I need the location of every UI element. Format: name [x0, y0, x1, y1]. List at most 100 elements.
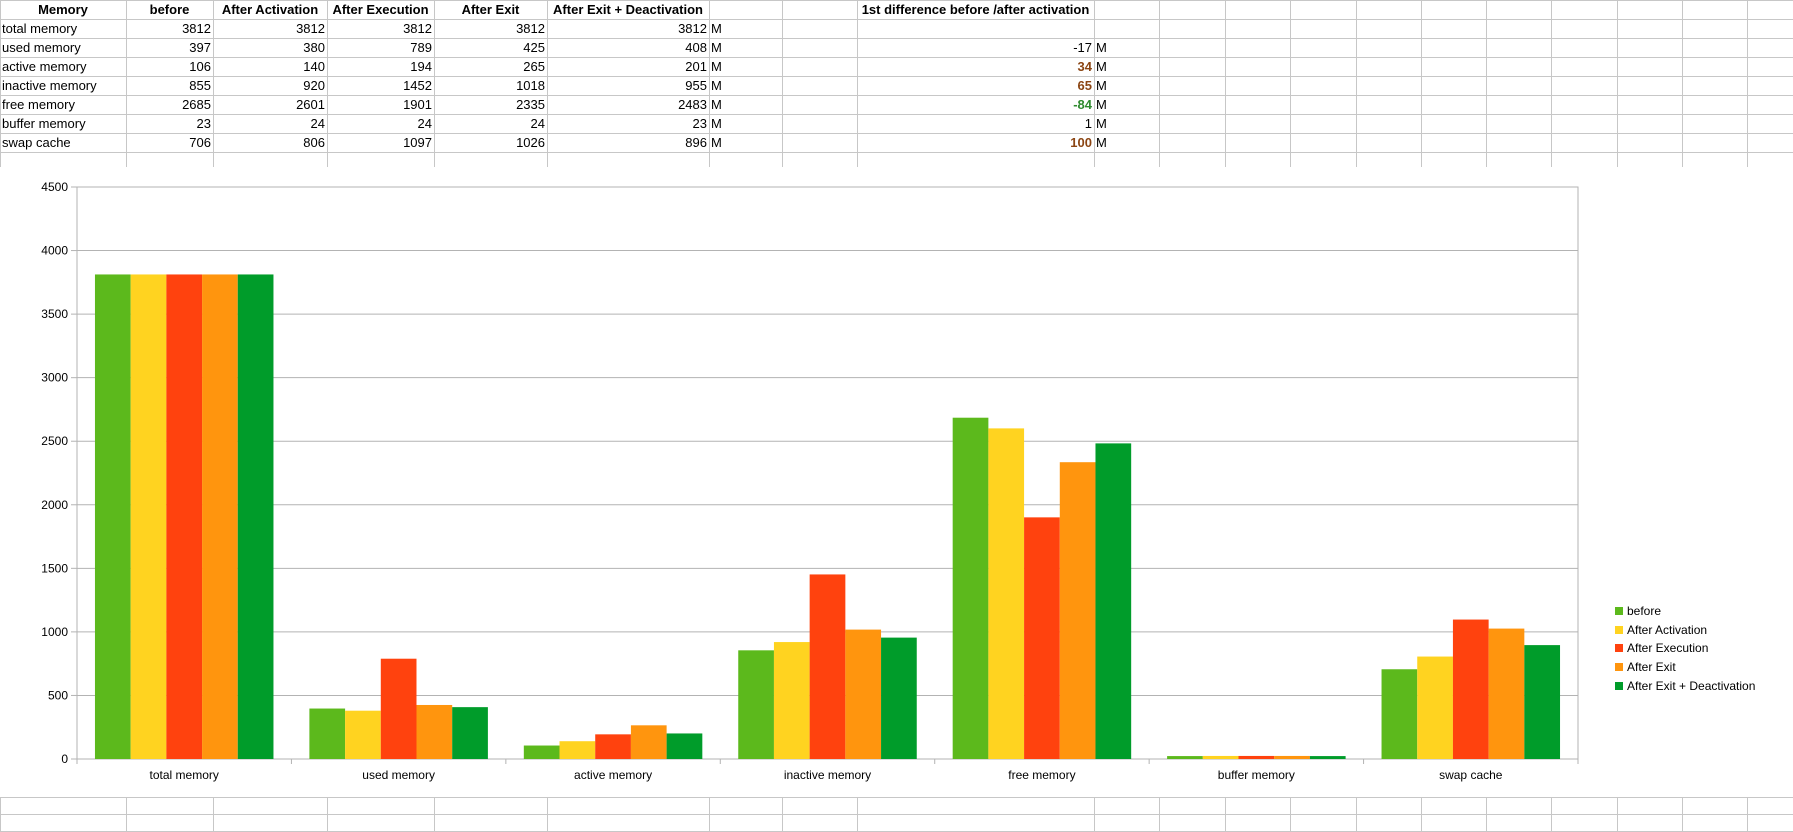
value-cell[interactable]: 3812 — [403, 21, 432, 36]
difference-cell[interactable]: -17 — [1073, 40, 1092, 55]
value-cell[interactable]: 3812 — [516, 21, 545, 36]
value-cell[interactable]: 3812 — [182, 21, 211, 36]
bar-6-3 — [1488, 628, 1525, 759]
difference-cell[interactable]: -84 — [1073, 97, 1092, 112]
y-tick-label: 4500 — [41, 180, 68, 194]
row-label-cell[interactable]: free memory — [2, 97, 75, 112]
row-label-cell[interactable]: swap cache — [2, 135, 71, 150]
value-cell[interactable]: 789 — [410, 40, 432, 55]
bar-0-1 — [130, 274, 167, 759]
header-cell[interactable]: before — [149, 2, 190, 17]
row-label-cell[interactable]: active memory — [2, 59, 87, 74]
row-label-cell[interactable]: total memory — [2, 21, 78, 36]
bar-3-3 — [845, 629, 882, 759]
value-cell[interactable]: 23 — [196, 116, 211, 131]
value-cell[interactable]: 140 — [303, 59, 325, 74]
bar-chart-svg: 0 500 1000 1500 2000 2500 3000 3500 4000 4500 tota… — [41, 180, 1579, 782]
value-cell[interactable]: 23 — [692, 116, 707, 131]
row-label-cell[interactable]: buffer memory — [2, 116, 86, 131]
difference-cell[interactable] — [857, 20, 1094, 38]
value-cell[interactable]: 920 — [303, 78, 325, 93]
difference-unit-cell[interactable]: M — [1096, 59, 1107, 74]
grid-line-horizontal — [0, 76, 1793, 77]
value-cell[interactable]: 194 — [410, 59, 432, 74]
value-cell[interactable]: 1097 — [403, 135, 432, 150]
header-cell[interactable]: After Execution — [332, 2, 429, 17]
header-cell[interactable]: After Exit + Deactivation — [553, 2, 703, 17]
legend-label: After Activation — [1627, 622, 1708, 637]
bar-0-3 — [202, 274, 238, 759]
value-cell[interactable]: 2601 — [296, 97, 325, 112]
header-cell[interactable]: After Activation — [221, 2, 319, 17]
y-tick-label: 4000 — [41, 244, 68, 258]
row-label-cell[interactable]: used memory — [2, 40, 81, 55]
unit-cell[interactable]: M — [711, 97, 722, 112]
difference-unit-cell[interactable]: M — [1096, 97, 1107, 112]
value-cell[interactable]: 425 — [523, 40, 545, 55]
value-cell[interactable]: 1018 — [516, 78, 545, 93]
value-cell[interactable]: 955 — [685, 78, 707, 93]
value-cell[interactable]: 265 — [523, 59, 545, 74]
difference-unit-cell[interactable]: M — [1096, 116, 1107, 131]
value-cell[interactable]: 1901 — [403, 97, 432, 112]
unit-cell[interactable]: M — [711, 40, 722, 55]
bar-1-0 — [309, 708, 346, 759]
value-cell[interactable]: 201 — [685, 59, 707, 74]
difference-cell[interactable]: 100 — [1070, 135, 1092, 150]
legend-label: After Execution — [1627, 641, 1709, 656]
bar-0-2 — [166, 274, 203, 759]
value-cell[interactable]: 806 — [303, 135, 325, 150]
unit-cell[interactable]: M — [711, 21, 722, 36]
value-cell[interactable]: 2483 — [678, 97, 707, 112]
unit-cell[interactable]: M — [711, 135, 722, 150]
legend-swatch — [1615, 644, 1623, 653]
y-tick-label: 0 — [61, 752, 68, 766]
difference-unit-cell[interactable]: M — [1096, 135, 1107, 150]
unit-cell[interactable]: M — [711, 116, 722, 131]
value-cell[interactable]: 896 — [685, 135, 707, 150]
value-cell[interactable]: 855 — [189, 78, 211, 93]
header-cell[interactable]: After Exit — [461, 2, 520, 17]
difference-cell[interactable]: 65 — [1077, 78, 1092, 93]
y-tick-label: 2500 — [41, 434, 68, 448]
bar-4-1 — [988, 428, 1025, 759]
grid-line-horizontal — [0, 814, 1793, 815]
value-cell[interactable]: 3812 — [678, 21, 707, 36]
difference-cell[interactable]: 34 — [1077, 59, 1092, 74]
difference-unit-cell[interactable]: M — [1096, 78, 1107, 93]
value-cell[interactable]: 2335 — [516, 97, 545, 112]
value-cell[interactable]: 706 — [189, 135, 211, 150]
x-tick-label: free memory — [1008, 768, 1075, 782]
difference-unit-cell[interactable]: M — [1096, 40, 1107, 55]
value-cell[interactable]: 3812 — [296, 21, 325, 36]
legend-swatch — [1615, 625, 1623, 634]
value-cell[interactable]: 24 — [310, 116, 325, 131]
unit-cell[interactable]: M — [711, 59, 722, 74]
header-cell[interactable] — [1094, 1, 1159, 19]
header-cell[interactable]: Memory — [38, 2, 88, 17]
bar-0-0 — [94, 274, 131, 759]
legend-swatch — [1615, 681, 1623, 690]
header-cell[interactable] — [709, 1, 782, 19]
y-tick-label: 500 — [48, 688, 68, 702]
value-cell[interactable]: 2685 — [182, 97, 211, 112]
difference-unit-cell[interactable] — [1094, 20, 1159, 38]
value-cell[interactable]: 397 — [189, 40, 211, 55]
difference-cell[interactable]: 1 — [1084, 116, 1092, 131]
value-cell[interactable]: 380 — [303, 40, 325, 55]
value-cell[interactable]: 24 — [417, 116, 432, 131]
value-cell[interactable]: 106 — [189, 59, 211, 74]
value-cell[interactable]: 24 — [530, 116, 545, 131]
x-tick-label: total memory — [150, 768, 219, 782]
bar-2-0 — [523, 745, 560, 759]
value-cell[interactable]: 408 — [685, 40, 707, 55]
row-label-cell[interactable]: inactive memory — [2, 78, 97, 93]
bar-1-2 — [380, 658, 417, 759]
value-cell[interactable]: 1452 — [403, 78, 432, 93]
unit-cell[interactable]: M — [711, 78, 722, 93]
value-cell[interactable]: 1026 — [516, 135, 545, 150]
bar-5-2 — [1238, 755, 1275, 759]
header-cell[interactable]: 1st difference before /after activation — [861, 2, 1090, 17]
chart[interactable]: 0 500 1000 1500 2000 2500 3000 3500 4000 4500 tota… — [0, 167, 1793, 797]
bar-5-1 — [1202, 755, 1239, 759]
